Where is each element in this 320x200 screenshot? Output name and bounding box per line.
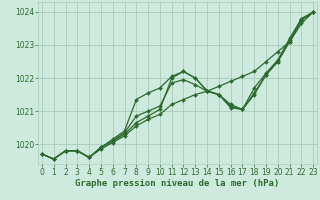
X-axis label: Graphe pression niveau de la mer (hPa): Graphe pression niveau de la mer (hPa) (76, 179, 280, 188)
